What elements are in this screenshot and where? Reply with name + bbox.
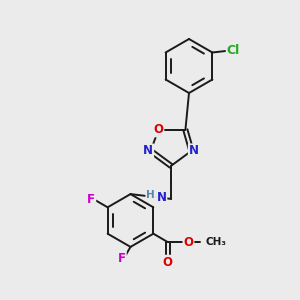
Text: O: O <box>163 256 173 269</box>
Text: CH₃: CH₃ <box>206 237 226 247</box>
Text: N: N <box>156 191 167 204</box>
Text: F: F <box>87 193 95 206</box>
Text: O: O <box>184 236 194 249</box>
Text: H: H <box>146 190 155 200</box>
Text: N: N <box>189 144 199 158</box>
Text: F: F <box>118 252 126 265</box>
Text: N: N <box>143 144 153 158</box>
Text: Cl: Cl <box>227 44 240 58</box>
Text: O: O <box>153 123 164 136</box>
